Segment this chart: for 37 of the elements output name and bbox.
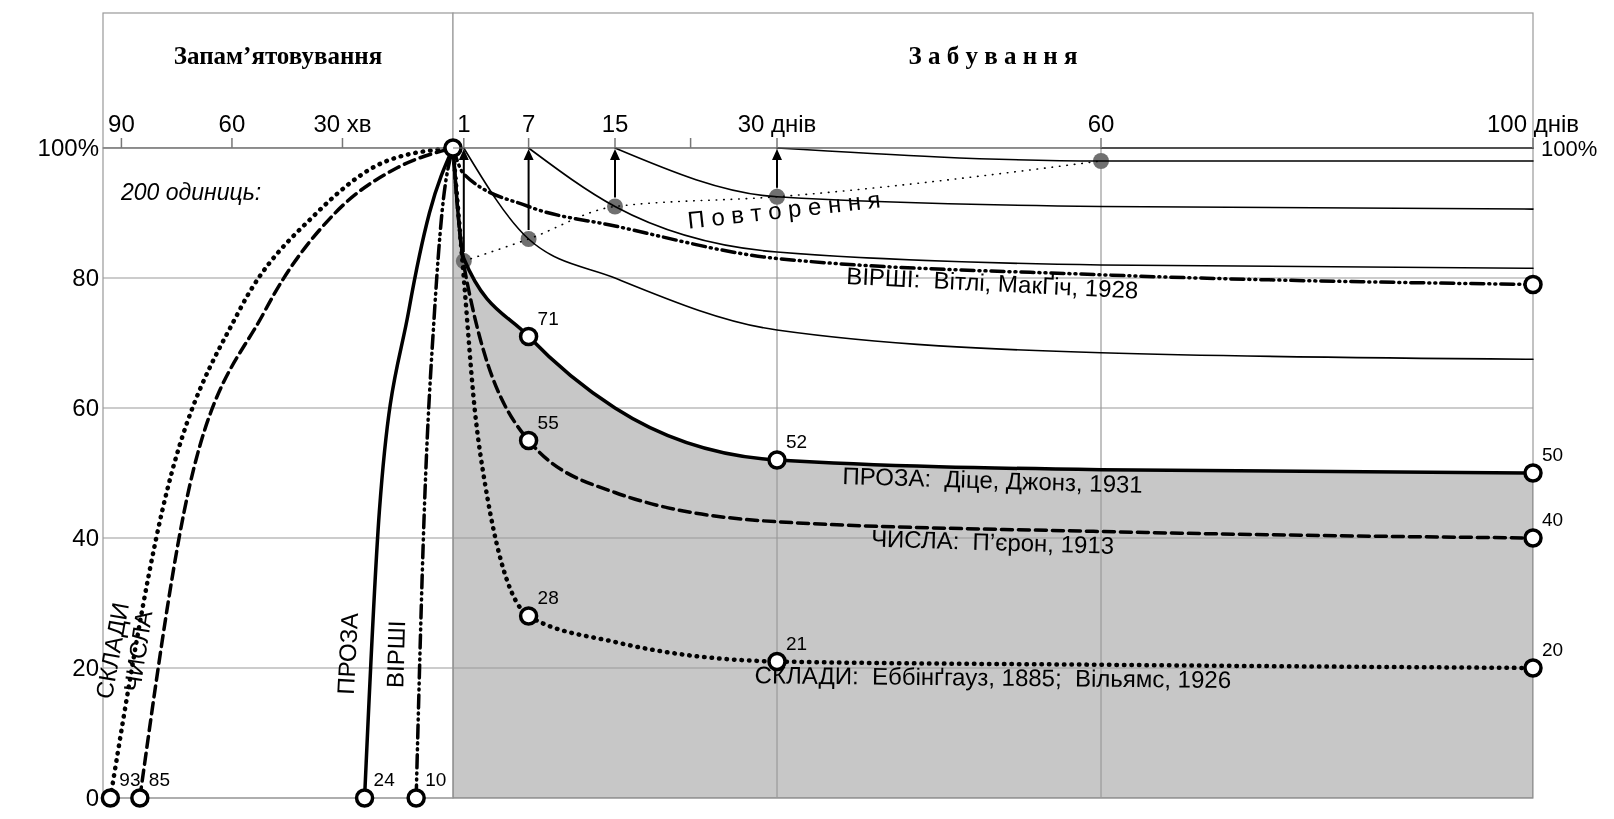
x-tick-label: 90 — [108, 110, 135, 137]
data-label: 28 — [537, 587, 559, 608]
x-tick-label: 60 — [1087, 110, 1115, 137]
x-tick-label: 100 днів — [1486, 110, 1580, 137]
series-label: ЧИСЛА: П’єрон, 1913 — [870, 524, 1115, 559]
annotation: 93 — [119, 769, 141, 790]
annotation: 85 — [148, 769, 170, 790]
x-tick-label: 60 — [218, 110, 246, 137]
y-tick-label: 40 — [72, 524, 99, 551]
series-label: ПРОЗА: Діце, Джонз, 1931 — [842, 461, 1144, 498]
y-tick-label: 0 — [85, 784, 99, 811]
x-tick-label: 30 хв — [313, 110, 372, 137]
chart-title: З а б у в а н н я — [908, 42, 1078, 70]
series-label: ВІРШІ: Вітлі, МакҐіч, 1928 — [845, 262, 1139, 304]
y-tick-label: 20 — [72, 654, 99, 681]
y-tick-label: 100% — [1541, 136, 1598, 161]
y-tick-label: 100% — [37, 134, 99, 161]
chart-title: Запам’ятовування — [173, 42, 383, 70]
x-tick-label: 15 — [601, 110, 629, 137]
y-tick-label: 60 — [72, 394, 99, 421]
annotation: 24 — [373, 769, 396, 790]
data-label: 21 — [786, 632, 808, 654]
data-label: 20 — [1542, 639, 1564, 660]
annotation: 10 — [425, 769, 447, 790]
data-label: 52 — [786, 431, 808, 452]
x-tick-label: 1 — [457, 110, 471, 137]
annotation: 200 одиниць: — [120, 179, 262, 205]
x-tick-label: 7 — [521, 110, 536, 137]
data-label: 71 — [537, 307, 559, 329]
text: ВІРШІ — [381, 620, 411, 689]
data-label: 55 — [537, 411, 559, 433]
y-tick-label: 80 — [72, 264, 99, 291]
series-label: СКЛАДИ: Еббінґгауз, 1885; Вільямс, 1926 — [754, 661, 1232, 694]
data-label: 40 — [1542, 509, 1564, 530]
x-tick-label: 30 днів — [737, 110, 817, 137]
data-label: 50 — [1542, 444, 1564, 465]
text: ПРОЗА — [331, 612, 364, 696]
